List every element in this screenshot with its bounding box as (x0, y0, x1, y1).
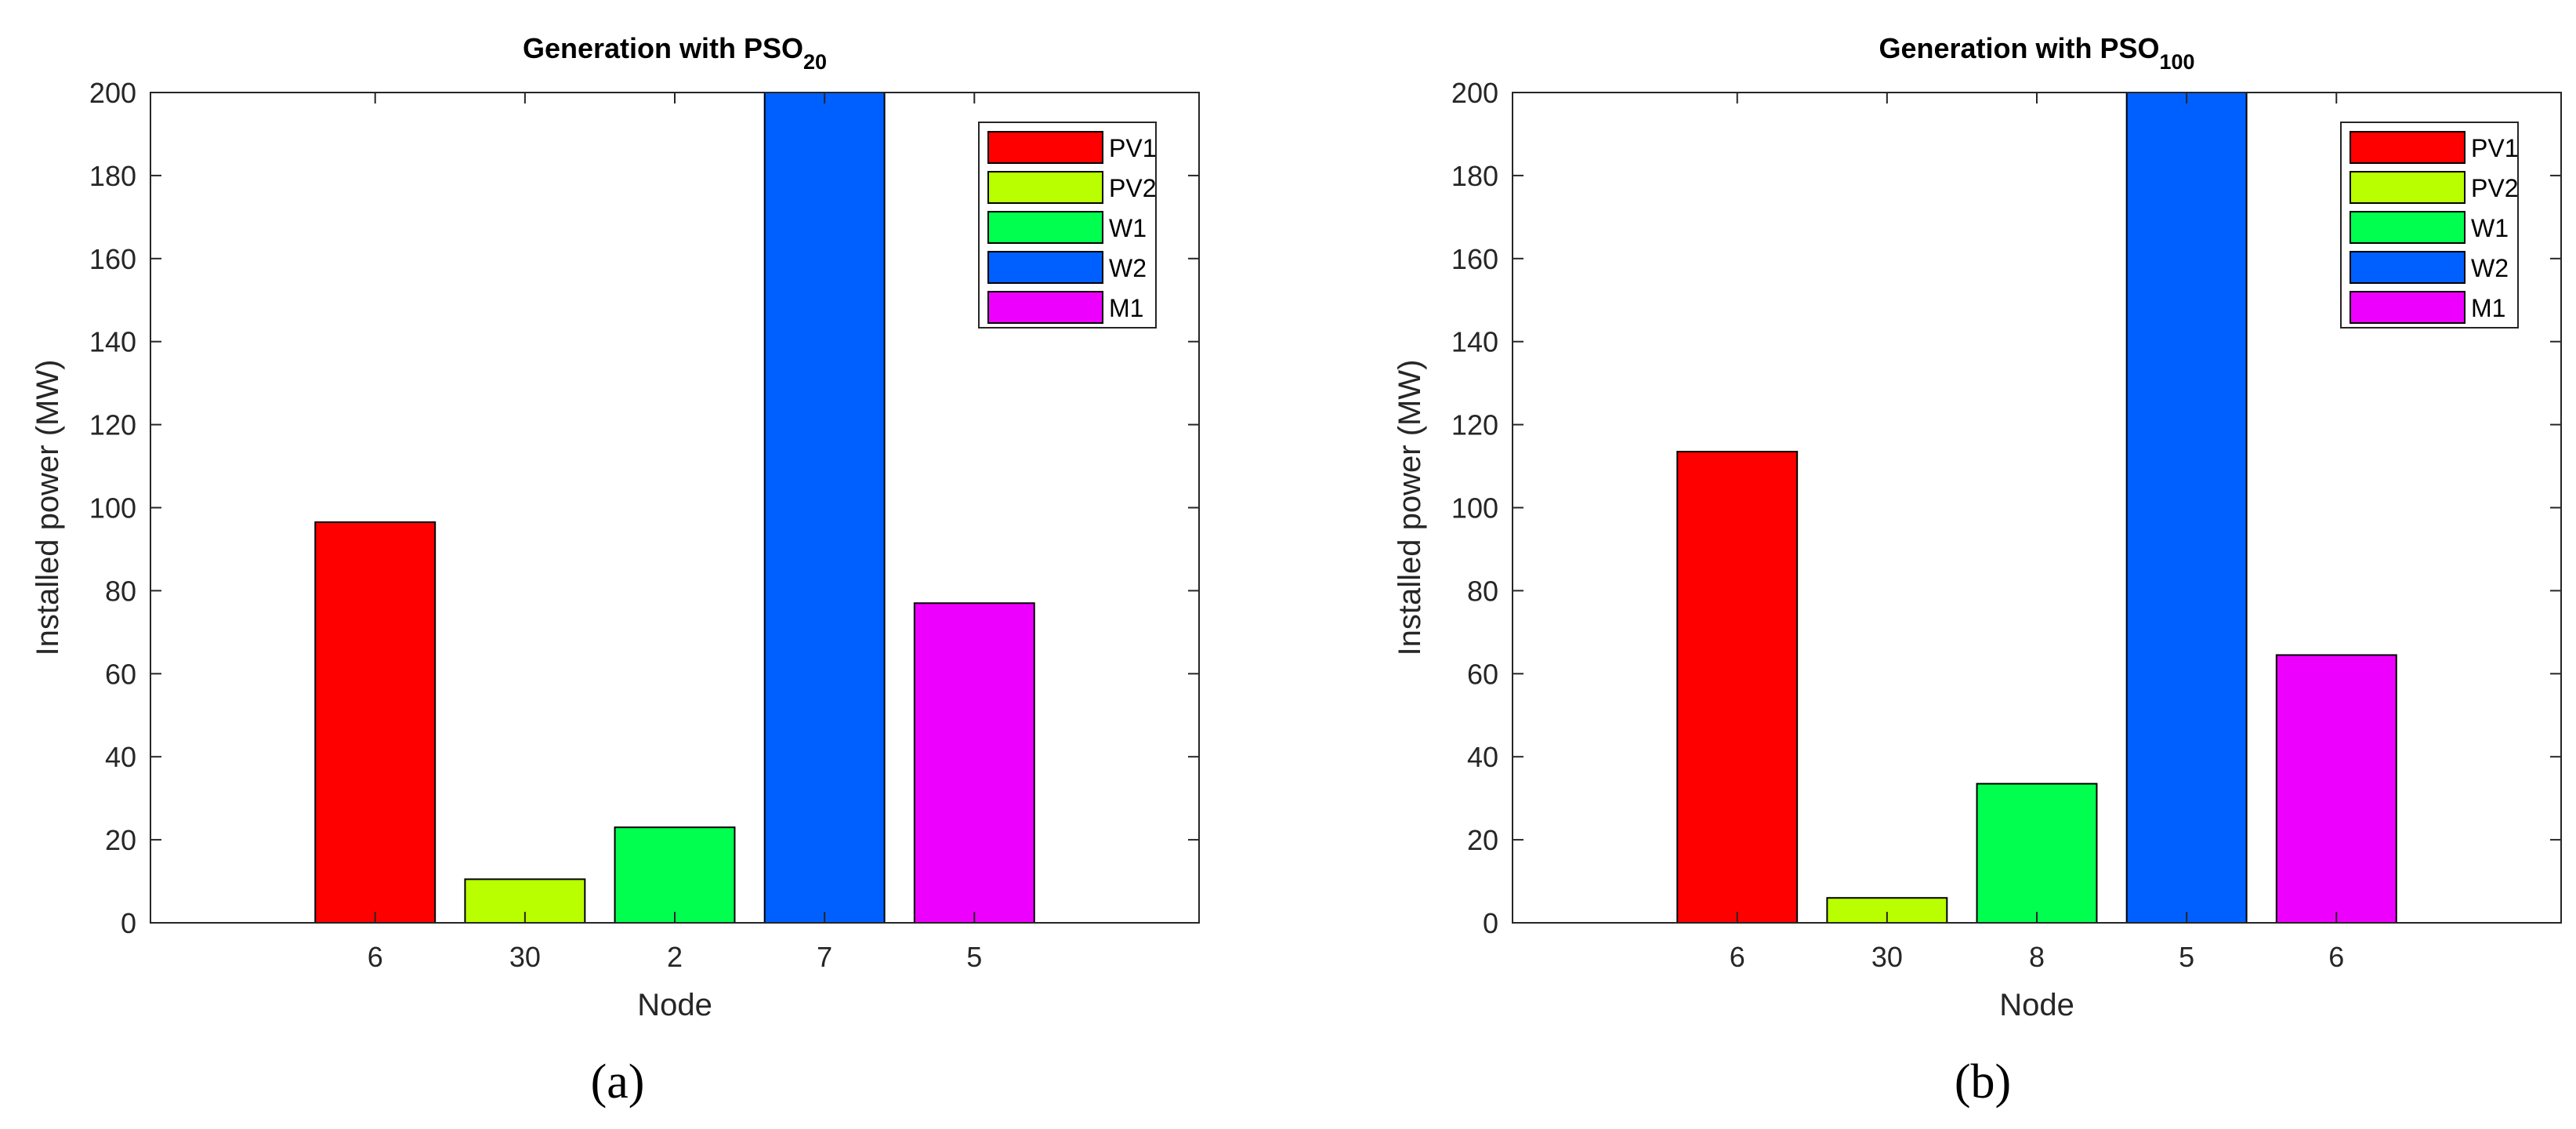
legend-swatch-pv2 (987, 171, 1103, 204)
chart-title-main: Generation with PSO (1879, 32, 2159, 64)
legend-label: W2 (1109, 254, 1147, 282)
chart-title-subscript: 20 (803, 50, 827, 74)
legend: PV1 PV2 W1 W2 M1 (2340, 122, 2519, 329)
y-tick-label: 100 (1451, 492, 1498, 525)
y-tick-label: 180 (89, 160, 136, 192)
x-tick-label: 30 (1871, 941, 1903, 973)
legend-swatch-m1 (987, 291, 1103, 324)
bar-pv1 (1676, 451, 1799, 924)
chart-title: Generation with PSO20 (523, 32, 827, 74)
y-tick-label: 0 (1483, 907, 1498, 939)
y-tick-label: 20 (1467, 824, 1498, 856)
y-tick-label: 180 (1451, 160, 1498, 192)
x-tick-label: 30 (509, 941, 541, 973)
legend: PV1 PV2 W1 W2 M1 (978, 122, 1157, 329)
x-tick-label: 6 (2328, 941, 2344, 973)
y-tick-label: 120 (1451, 409, 1498, 441)
chart-title-main: Generation with PSO (523, 32, 803, 64)
bar-w2 (763, 92, 886, 924)
legend-label: W1 (1109, 214, 1147, 242)
legend-label: PV2 (2471, 174, 2518, 202)
bar-w1 (614, 826, 736, 924)
legend-swatch-w2 (2350, 251, 2465, 284)
x-tick-label: 8 (2029, 941, 2045, 973)
y-tick-label: 60 (105, 658, 136, 690)
legend-swatch-w1 (2350, 211, 2465, 244)
legend-swatch-w1 (987, 211, 1103, 244)
legend-swatch-pv1 (2350, 131, 2465, 164)
y-tick-label: 80 (105, 575, 136, 607)
y-axis-label: Installed power (MW) (31, 360, 65, 656)
y-tick-label: 40 (1467, 741, 1498, 773)
legend-label: W2 (2471, 254, 2509, 282)
x-tick-label: 5 (966, 941, 982, 973)
bar-w2 (2125, 92, 2248, 924)
legend-label: PV1 (2471, 134, 2518, 162)
legend-label: M1 (1109, 294, 1143, 322)
bar-w1 (1976, 782, 2098, 924)
y-tick-label: 200 (89, 77, 136, 109)
chart-panel-2: 0 20 40 60 80 100 120 140 160 180 200 6 30 8 5 6 Generat… (1393, 32, 2562, 1109)
panel-label: (b) (1955, 1055, 2011, 1109)
y-tick-label: 40 (105, 741, 136, 773)
chart-title: Generation with PSO100 (1879, 32, 2194, 74)
y-tick-label: 140 (89, 326, 136, 358)
y-tick-label: 20 (105, 824, 136, 856)
legend-label: M1 (2471, 294, 2505, 322)
x-tick-label: 6 (1730, 941, 1745, 973)
y-tick-label: 160 (1451, 243, 1498, 275)
panel-label: (a) (591, 1055, 645, 1109)
legend-label: PV2 (1109, 174, 1156, 202)
bar-m1 (2275, 654, 2397, 924)
chart-panel-1: 0 20 40 60 80 100 120 140 160 180 200 6 30 2 7 5 Generat… (31, 32, 1200, 1109)
legend-swatch-pv1 (987, 131, 1103, 164)
legend-swatch-w2 (987, 251, 1103, 284)
y-axis-label: Installed power (MW) (1393, 360, 1427, 656)
legend-swatch-m1 (2350, 291, 2465, 324)
bar-pv1 (314, 521, 437, 924)
x-tick-label: 2 (667, 941, 683, 973)
x-axis-label: Node (637, 988, 712, 1022)
y-tick-label: 60 (1467, 658, 1498, 690)
y-tick-label: 100 (89, 492, 136, 525)
y-tick-label: 120 (89, 409, 136, 441)
legend-swatch-pv2 (2350, 171, 2465, 204)
y-tick-label: 0 (121, 907, 136, 939)
bar-m1 (913, 602, 1035, 924)
x-tick-label: 7 (817, 941, 832, 973)
y-tick-label: 80 (1467, 575, 1498, 607)
y-tick-label: 160 (89, 243, 136, 275)
x-tick-label: 6 (368, 941, 383, 973)
legend-label: W1 (2471, 214, 2509, 242)
y-tick-label: 200 (1451, 77, 1498, 109)
legend-label: PV1 (1109, 134, 1156, 162)
x-axis-label: Node (1999, 988, 2074, 1022)
x-tick-label: 5 (2179, 941, 2194, 973)
chart-title-subscript: 100 (2160, 50, 2195, 74)
y-tick-label: 140 (1451, 326, 1498, 358)
